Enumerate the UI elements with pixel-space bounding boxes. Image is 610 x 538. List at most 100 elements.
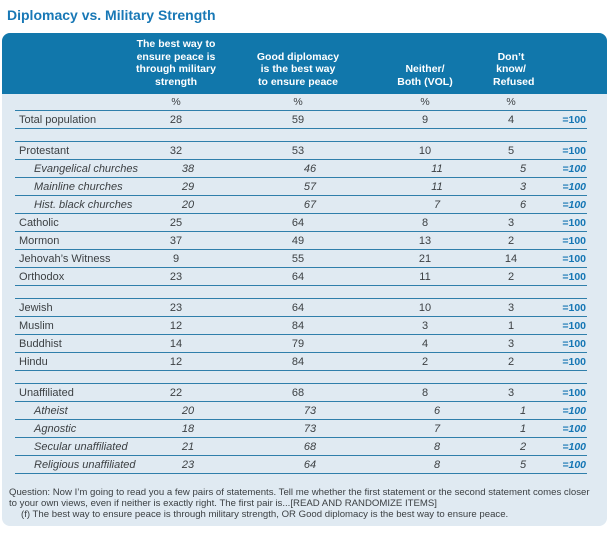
table-row: Total population 28 59 9 4 =100 [15,111,587,129]
row-label: Orthodox [19,270,65,283]
row-value: 32 [169,144,183,157]
table-row: Mormon 37 49 13 2 =100 [15,232,587,250]
table-row: Unaffiliated 22 68 8 3 =100 [15,384,587,402]
row-value: 3 [507,386,515,399]
table-row: Jehovah’s Witness 9 55 21 14 =100 [15,250,587,268]
row-total: =100 [562,144,586,157]
row-total: =100 [562,216,586,229]
row-label: Secular unaffiliated [34,440,128,453]
row-value: 5 [507,144,515,157]
row-value: 9 [172,252,180,265]
table-row: Evangelical churches 38 46 11 5 =100 [15,160,587,178]
row-value: 23 [169,270,183,283]
table-row: Protestant 32 53 10 5 =100 [15,142,587,160]
row-value: 2 [507,355,515,368]
unit-cell: % [420,96,430,108]
table-row: Muslim 12 84 3 1 =100 [15,317,587,335]
row-total: =100 [562,440,586,453]
row-value: 11 [431,180,443,193]
table-card: The best way to ensure peace is through … [2,33,607,526]
row-value: 57 [303,180,317,193]
row-value: 20 [181,404,195,417]
row-value: 3 [421,319,429,332]
row-label: Jehovah’s Witness [19,252,111,265]
row-label: Mormon [19,234,60,247]
row-value: 6 [519,198,527,211]
row-value: 1 [519,404,527,417]
row-value: 3 [507,216,515,229]
row-value: 10 [418,301,432,314]
row-total: =100 [562,301,586,314]
row-total: =100 [562,355,586,368]
unit-cell: % [171,96,181,108]
spacer-row [15,286,587,299]
row-total: =100 [562,458,586,471]
row-value: 37 [169,234,183,247]
row-value: 2 [507,234,515,247]
table-row: Atheist 20 73 6 1 =100 [15,402,587,420]
row-value: 29 [181,180,195,193]
row-value: 5 [519,162,527,175]
row-value: 84 [291,319,305,332]
table-body: % % % % Total population 2 8 59 9 4 =100 Protes… [15,94,587,474]
row-value: 68 [291,386,305,399]
row-value: 14 [169,337,183,350]
row-value: 8 [421,386,429,399]
row-label: Agnostic [34,422,77,435]
table-row: Orthodox 23 64 11 2 =100 [15,268,587,286]
row-value: 79 [291,337,305,350]
table-row: Religious unaffiliated 23 64 8 5 =100 [15,456,587,474]
table-header: The best way to ensure peace is through … [2,33,607,94]
row-value: 7 [433,198,441,211]
row-label: Unaffiliated [19,386,74,399]
unit-cell: % [506,96,516,108]
row-total: =100 [562,252,586,265]
unit-row: % % % % [15,94,587,111]
row-value: 20 [181,198,195,211]
row-label: Mainline churches [34,180,123,193]
row-value: 55 [291,252,305,265]
row-value: 5 [519,458,527,471]
row-value: 67 [303,198,317,211]
row-value: 6 [433,404,441,417]
row-value: 53 [291,144,305,157]
table-row: Jewish 23 64 10 3 =100 [15,299,587,317]
row-value: 14 [504,252,518,265]
row-total: =100 [562,422,586,435]
row-value: 1 [507,319,515,332]
row-label: Protestant [19,144,70,157]
row-label: Buddhist [19,337,62,350]
row-value: 64 [291,301,305,314]
row-value: 59 [291,113,305,126]
row-value: 12 [169,355,183,368]
table-row: Buddhist 14 79 4 3 =100 [15,335,587,353]
row-value: 68 [303,440,317,453]
row-label: Catholic [19,216,59,229]
row-value: 4 [421,337,429,350]
row-total: =100 [562,319,586,332]
footnote-question: Question: Now I’m going to read you a fe… [9,487,590,509]
row-label: Muslim [19,319,54,332]
table-row: Secular unaffiliated 21 68 8 2 =100 [15,438,587,456]
row-total: =100 [562,162,586,175]
row-value: 84 [291,355,305,368]
row-value: 2 [519,440,527,453]
row-value: 21 [181,440,195,453]
column-header-neither-both: Neither/ Both (VOL) [397,63,453,88]
table-row: Catholic 25 64 8 3 =100 [15,214,587,232]
table-row: Agnostic 18 73 7 1 =100 [15,420,587,438]
row-value: 38 [181,162,195,175]
row-value: 4 [507,113,515,126]
row-value: 8 [433,440,441,453]
row-total: =100 [562,270,586,283]
row-value: 23 [169,301,183,314]
row-total: =100 [562,113,586,126]
row-value: 3 [507,301,515,314]
row-total: =100 [562,337,586,350]
row-label: Hist. black churches [34,198,133,211]
row-label: Evangelical churches [34,162,138,175]
row-label: Total population [19,113,97,126]
row-value: 49 [291,234,305,247]
column-header-good-diplomacy: Good diplomacy is the best way to ensure… [256,50,340,88]
row-label: Atheist [34,404,68,417]
